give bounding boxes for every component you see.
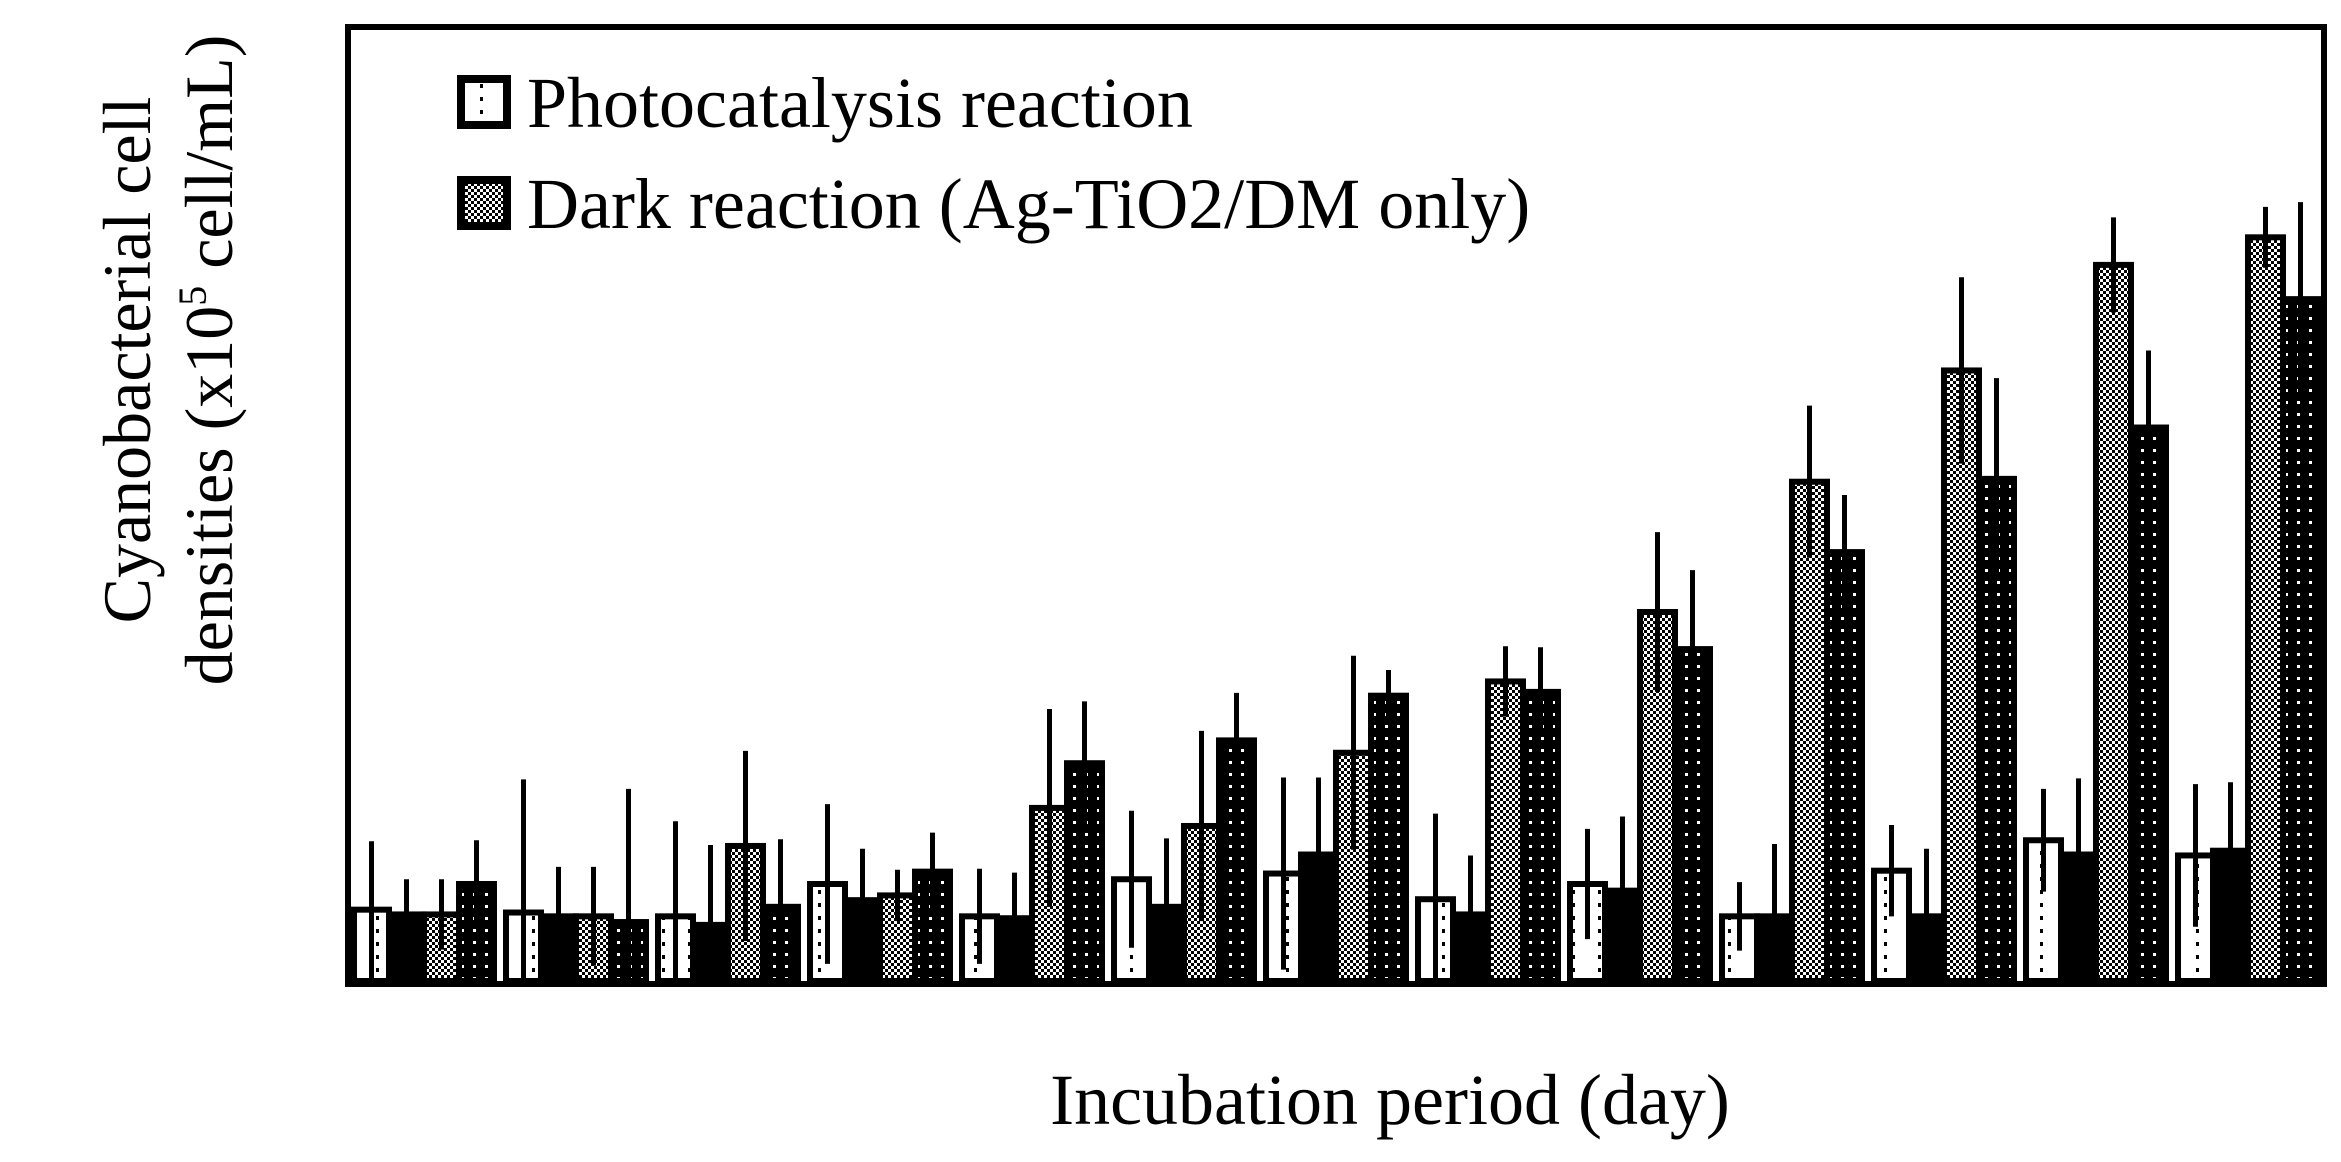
- y-axis-title-line1: Cyanobacterial cell: [89, 97, 165, 624]
- y-axis-title-prefix: densities (x10: [171, 306, 247, 686]
- bar-series4-day12: [2128, 424, 2169, 984]
- y-axis-title-suffix: cell/mL): [171, 35, 247, 286]
- bar-series4-day13: [2280, 296, 2321, 984]
- y-axis-title-line2: densities (x105 cell/mL): [170, 35, 247, 686]
- bar-series4-day7: [1368, 692, 1409, 984]
- legend-label-photocatalysis: Photocatalysis reaction: [527, 63, 1193, 143]
- bar-series3-day12: [2093, 261, 2134, 985]
- bars-group: [351, 202, 2321, 985]
- bar-series4-day8: [1520, 688, 1561, 984]
- legend-label-dark-reaction: Dark reaction (Ag-TiO2/DM only): [527, 164, 1530, 244]
- bar-series4-day10: [1824, 549, 1865, 984]
- bar-series3-day8: [1485, 678, 1526, 984]
- x-axis-title: Incubation period (day): [1050, 1060, 1730, 1140]
- y-axis-title-exponent: 5: [170, 286, 215, 306]
- legend-swatch-dark-reaction: [457, 176, 511, 230]
- plot-frame: [345, 24, 2327, 987]
- legend-swatch-photocatalysis: [457, 75, 511, 129]
- bar-series3-day13: [2245, 234, 2286, 984]
- legend: Photocatalysis reaction Dark reaction (A…: [457, 63, 1530, 244]
